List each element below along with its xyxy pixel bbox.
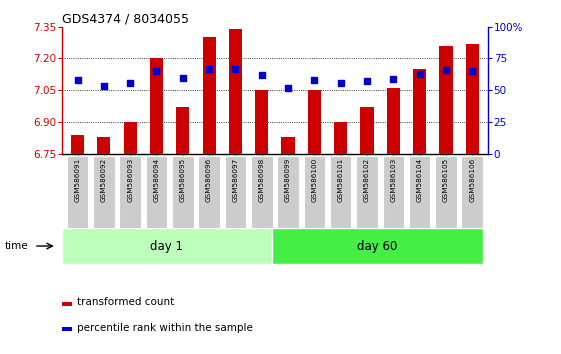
Bar — [62, 302, 72, 306]
Bar — [71, 135, 84, 154]
Point — [336, 80, 345, 85]
Text: GSM586100: GSM586100 — [311, 158, 318, 202]
Point — [73, 77, 82, 83]
Bar — [176, 107, 190, 154]
Text: GSM586094: GSM586094 — [154, 158, 159, 202]
Bar — [413, 69, 426, 154]
Bar — [146, 156, 167, 228]
Bar — [277, 156, 299, 228]
Text: GSM586104: GSM586104 — [417, 158, 422, 202]
Bar — [409, 156, 430, 228]
Bar — [251, 156, 273, 228]
Text: GSM586093: GSM586093 — [127, 158, 133, 202]
Bar — [203, 37, 215, 154]
Bar — [466, 44, 479, 154]
Bar — [387, 88, 400, 154]
Point — [126, 80, 135, 85]
Point — [257, 72, 266, 78]
Bar — [62, 327, 72, 331]
Point — [310, 77, 319, 83]
Text: transformed count: transformed count — [77, 297, 174, 307]
Bar — [439, 46, 453, 154]
Bar — [462, 156, 483, 228]
Bar — [356, 156, 378, 228]
Bar — [383, 156, 404, 228]
Bar — [308, 90, 321, 154]
Point — [389, 76, 398, 82]
Bar — [435, 156, 457, 228]
Bar — [282, 137, 295, 154]
Bar — [360, 107, 374, 154]
Bar — [224, 156, 246, 228]
Bar — [330, 156, 352, 228]
Bar — [93, 156, 114, 228]
Text: GSM586091: GSM586091 — [75, 158, 80, 202]
Point — [415, 71, 424, 76]
Text: GSM586095: GSM586095 — [180, 158, 186, 202]
Text: GSM586096: GSM586096 — [206, 158, 212, 202]
Text: GSM586103: GSM586103 — [390, 158, 396, 202]
Bar — [123, 122, 137, 154]
Text: percentile rank within the sample: percentile rank within the sample — [77, 323, 252, 333]
Point — [442, 67, 450, 73]
Point — [468, 68, 477, 74]
Point — [231, 66, 240, 72]
Text: day 1: day 1 — [150, 240, 183, 252]
Bar — [272, 228, 483, 264]
Bar — [334, 122, 347, 154]
Bar — [255, 90, 268, 154]
Bar — [119, 156, 141, 228]
Text: GSM586102: GSM586102 — [364, 158, 370, 202]
Text: GSM586105: GSM586105 — [443, 158, 449, 202]
Text: GDS4374 / 8034055: GDS4374 / 8034055 — [62, 12, 188, 25]
Text: time: time — [5, 241, 29, 251]
Bar — [229, 29, 242, 154]
Bar — [304, 156, 325, 228]
Point — [362, 79, 371, 84]
Text: GSM586101: GSM586101 — [338, 158, 344, 202]
Bar — [97, 137, 111, 154]
Text: GSM586099: GSM586099 — [285, 158, 291, 202]
Point — [283, 85, 292, 91]
Text: GSM586098: GSM586098 — [259, 158, 265, 202]
Bar — [62, 228, 272, 264]
Bar — [198, 156, 220, 228]
Point — [205, 66, 214, 72]
Bar — [67, 156, 88, 228]
Text: day 60: day 60 — [357, 240, 398, 252]
Point — [99, 84, 108, 89]
Text: GSM586092: GSM586092 — [101, 158, 107, 202]
Bar — [150, 58, 163, 154]
Point — [178, 75, 187, 80]
Text: GSM586106: GSM586106 — [470, 158, 475, 202]
Point — [152, 68, 161, 74]
Bar — [172, 156, 194, 228]
Text: GSM586097: GSM586097 — [232, 158, 238, 202]
